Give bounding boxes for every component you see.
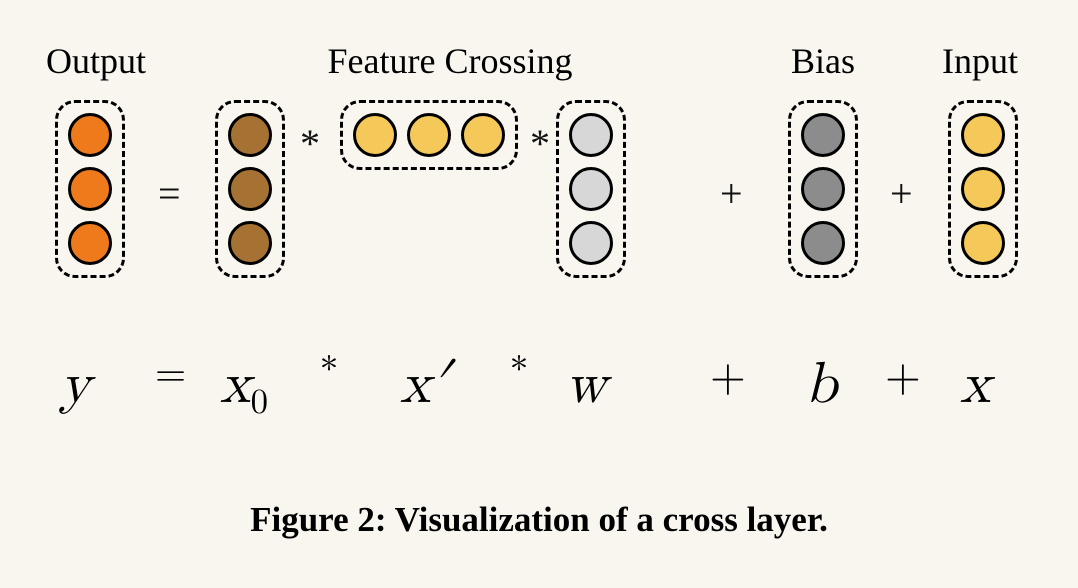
header-fc: Feature Crossing — [290, 40, 610, 82]
operator-eq1: = — [158, 170, 181, 217]
vector-b — [788, 100, 858, 278]
math-star2: * — [510, 350, 528, 393]
vector-y-node — [68, 113, 112, 157]
math-x0: x0 — [220, 350, 268, 423]
vector-xt-node — [353, 113, 397, 157]
math-star1: * — [320, 350, 338, 393]
operator-star1: * — [300, 120, 320, 167]
vector-b-node — [801, 221, 845, 265]
vector-x-node — [961, 167, 1005, 211]
header-bias: Bias — [778, 40, 868, 82]
vector-b-node — [801, 113, 845, 157]
vector-x0-node — [228, 221, 272, 265]
operator-plus2: + — [890, 170, 913, 217]
vector-w-node — [569, 113, 613, 157]
header-input: Input — [930, 40, 1030, 82]
vector-w-node — [569, 167, 613, 211]
math-xp: x′ — [400, 350, 449, 420]
math-plus1: + — [710, 350, 746, 405]
header-output: Output — [36, 40, 156, 82]
operator-star2: * — [530, 120, 550, 167]
vector-x0-node — [228, 113, 272, 157]
vector-xt-node — [407, 113, 451, 157]
math-w: w — [565, 350, 607, 420]
vector-y-node — [68, 167, 112, 211]
vector-w — [556, 100, 626, 278]
vector-x-node — [961, 113, 1005, 157]
math-plus2: + — [885, 350, 921, 405]
vector-x0 — [215, 100, 285, 278]
vector-xt-node — [461, 113, 505, 157]
vector-xt — [340, 100, 518, 170]
math-eq: = — [155, 350, 186, 398]
math-y: y — [60, 350, 91, 420]
cross-layer-diagram: Output Feature Crossing Bias Input = * * + + y = x0… — [0, 0, 1078, 588]
vector-x0-node — [228, 167, 272, 211]
vector-x-node — [961, 221, 1005, 265]
math-b: b — [805, 350, 837, 420]
operator-plus1: + — [720, 170, 743, 217]
vector-x — [948, 100, 1018, 278]
figure-caption: Figure 2: Visualization of a cross layer… — [0, 500, 1078, 540]
vector-y — [55, 100, 125, 278]
vector-y-node — [68, 221, 112, 265]
vector-w-node — [569, 221, 613, 265]
math-x: x — [960, 350, 991, 420]
vector-b-node — [801, 167, 845, 211]
